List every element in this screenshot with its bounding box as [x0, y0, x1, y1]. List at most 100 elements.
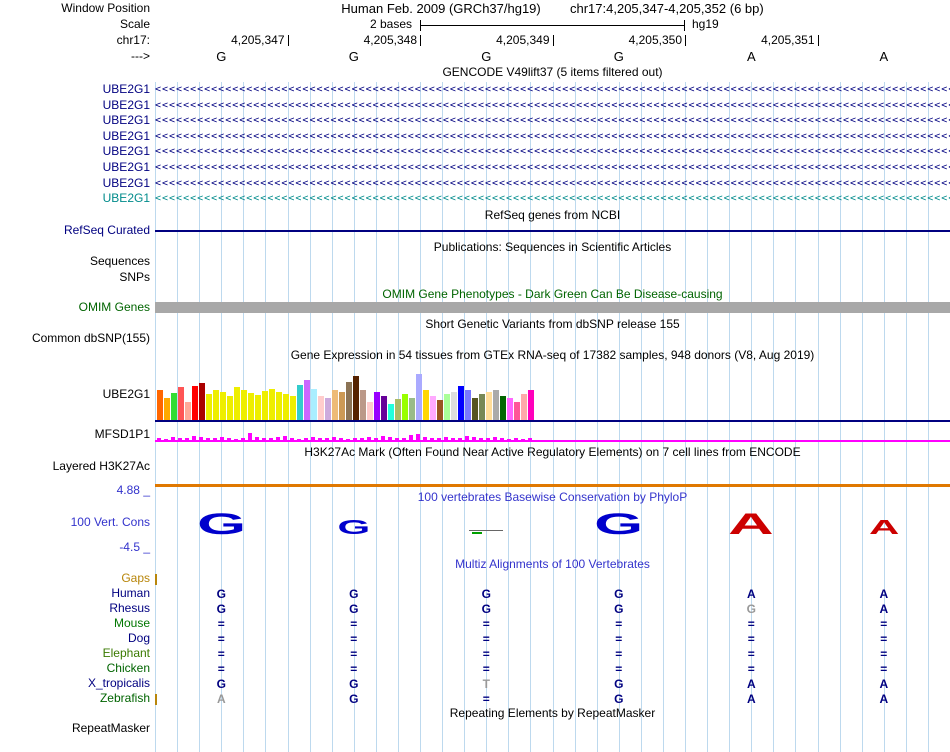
- gtex-bar: [297, 385, 303, 420]
- phylop-letter: A: [839, 518, 929, 538]
- scale-value: 2 bases: [369, 17, 412, 31]
- gencode-transcript-label[interactable]: UBE2G1: [102, 191, 150, 206]
- gencode-transcript-label[interactable]: UBE2G1: [102, 175, 150, 190]
- gridline: [861, 82, 863, 752]
- phylop-letter: G: [176, 508, 266, 541]
- gtex-track-title[interactable]: Gene Expression in 54 tissues from GTEx …: [290, 348, 815, 362]
- mfsd1p1-bar: [220, 437, 224, 440]
- gencode-transcript-row[interactable]: <<<<<<<<<<<<<<<<<<<<<<<<<<<<<<<<<<<<<<<<…: [155, 82, 950, 97]
- phylop-letter-glyph: G: [196, 508, 246, 541]
- gencode-transcript-row[interactable]: <<<<<<<<<<<<<<<<<<<<<<<<<<<<<<<<<<<<<<<<…: [155, 144, 950, 159]
- multiz-alignment-row[interactable]: = = = = = =: [155, 632, 950, 647]
- refseq-curated-label[interactable]: RefSeq Curated: [63, 223, 150, 237]
- multiz-track-title[interactable]: Multiz Alignments of 100 Vertebrates: [455, 557, 650, 571]
- coordinate-label: 4,205,351: [761, 33, 815, 47]
- mfsd1p1-bar: [381, 436, 385, 440]
- gtex-bar: [269, 389, 275, 420]
- gencode-transcript-row[interactable]: <<<<<<<<<<<<<<<<<<<<<<<<<<<<<<<<<<<<<<<<…: [155, 129, 950, 144]
- species-label-x_tropicalis[interactable]: X_tropicalis: [87, 676, 150, 690]
- gaps-label[interactable]: Gaps: [121, 571, 150, 585]
- window-position-label: Window Position: [61, 1, 150, 15]
- gencode-transcript-row[interactable]: <<<<<<<<<<<<<<<<<<<<<<<<<<<<<<<<<<<<<<<<…: [155, 191, 950, 206]
- phylop-track-title[interactable]: 100 vertebrates Basewise Conservation by…: [417, 490, 688, 504]
- mfsd1p1-bar: [276, 437, 280, 440]
- omim-genes-track[interactable]: [155, 302, 950, 313]
- mfsd1p1-label[interactable]: MFSD1P1: [94, 427, 150, 441]
- species-label-human[interactable]: Human: [111, 586, 150, 600]
- refseq-track-title[interactable]: RefSeq genes from NCBI: [484, 208, 621, 222]
- dbsnp-track-title[interactable]: Short Genetic Variants from dbSNP releas…: [425, 317, 680, 331]
- sequences-label[interactable]: Sequences: [89, 254, 150, 268]
- gtex-bar: [220, 392, 226, 420]
- multiz-alignment-row[interactable]: = = = = = =: [155, 647, 950, 662]
- mfsd1p1-bar: [304, 438, 308, 440]
- mfsd1p1-bar: [353, 438, 357, 440]
- gencode-transcript-row[interactable]: <<<<<<<<<<<<<<<<<<<<<<<<<<<<<<<<<<<<<<<<…: [155, 113, 950, 128]
- phylop-letter: G: [309, 518, 399, 538]
- species-label-zebrafish[interactable]: Zebrafish: [99, 691, 150, 705]
- alignment-base: =: [615, 662, 623, 676]
- species-label-dog[interactable]: Dog: [127, 631, 150, 645]
- gencode-transcript-label[interactable]: UBE2G1: [102, 97, 150, 112]
- scale-genome: hg19: [692, 17, 719, 31]
- alignment-base: =: [880, 617, 888, 631]
- gridline: [883, 82, 885, 752]
- gencode-transcript-label[interactable]: UBE2G1: [102, 82, 150, 96]
- species-label-elephant[interactable]: Elephant: [102, 646, 150, 660]
- gaps-tick: [155, 574, 157, 585]
- gencode-transcript-row[interactable]: <<<<<<<<<<<<<<<<<<<<<<<<<<<<<<<<<<<<<<<<…: [155, 160, 950, 175]
- gencode-transcript-row[interactable]: <<<<<<<<<<<<<<<<<<<<<<<<<<<<<<<<<<<<<<<<…: [155, 98, 950, 113]
- repeatmasker-track-title[interactable]: Repeating Elements by RepeatMasker: [449, 706, 656, 720]
- phylop-low-score-mark: [469, 530, 504, 531]
- alignment-base: =: [482, 662, 490, 676]
- coordinate-label: 4,205,349: [496, 33, 550, 47]
- multiz-alignment-row[interactable]: = = = = = =: [155, 662, 950, 677]
- mfsd1p1-bar: [185, 438, 189, 440]
- species-label-rhesus[interactable]: Rhesus: [109, 601, 150, 615]
- alignment-base: G: [349, 587, 359, 601]
- gridline: [177, 82, 179, 752]
- ruler-base: A: [746, 49, 756, 64]
- gtex-gene-label[interactable]: UBE2G1: [102, 387, 150, 401]
- transcript-arrows-left-icon: <<<<<<<<<<<<<<<<<<<<<<<<<<<<<<<<<<<<<<<<…: [155, 130, 950, 142]
- gtex-bar: [339, 392, 345, 420]
- snps-label[interactable]: SNPs: [119, 270, 150, 284]
- repeatmasker-label[interactable]: RepeatMasker: [71, 721, 150, 735]
- gencode-transcript-label[interactable]: UBE2G1: [102, 160, 150, 174]
- h3k27ac-track-title[interactable]: H3K27Ac Mark (Often Found Near Active Re…: [304, 445, 801, 459]
- mfsd1p1-bar: [416, 434, 420, 440]
- layered-h3k27ac-label[interactable]: Layered H3K27Ac: [52, 459, 150, 473]
- gencode-transcript-row[interactable]: <<<<<<<<<<<<<<<<<<<<<<<<<<<<<<<<<<<<<<<<…: [155, 176, 950, 191]
- mfsd1p1-bar: [451, 438, 455, 440]
- gtex-bar: [381, 396, 387, 420]
- gtex-baseline: [155, 420, 950, 422]
- gencode-transcript-label[interactable]: UBE2G1: [102, 113, 150, 128]
- phylop-track-label[interactable]: 100 Vert. Cons: [70, 515, 150, 529]
- gtex-expression-chart[interactable]: [155, 370, 950, 420]
- gencode-transcript-label[interactable]: UBE2G1: [102, 144, 150, 159]
- mfsd1p1-bar: [423, 437, 427, 440]
- species-label-mouse[interactable]: Mouse: [113, 616, 150, 630]
- refseq-curated-track[interactable]: [155, 230, 950, 232]
- common-dbsnp-label[interactable]: Common dbSNP(155): [31, 331, 150, 345]
- species-label-chicken[interactable]: Chicken: [106, 661, 150, 675]
- mfsd1p1-chart[interactable]: [155, 433, 950, 440]
- gtex-bar: [346, 382, 352, 420]
- multiz-alignment-row[interactable]: A G = G A A: [155, 692, 950, 707]
- multiz-alignment-row[interactable]: = = = = = =: [155, 617, 950, 632]
- gencode-track-title[interactable]: GENCODE V49lift37 (5 items filtered out): [442, 65, 663, 79]
- publications-track-title[interactable]: Publications: Sequences in Scientific Ar…: [433, 240, 672, 254]
- layered-h3k27ac-track[interactable]: [155, 484, 950, 487]
- omim-track-title[interactable]: OMIM Gene Phenotypes - Dark Green Can Be…: [382, 287, 723, 301]
- gridline: [552, 82, 554, 752]
- zebrafish-gap-tick: [155, 694, 157, 705]
- gtex-bar: [164, 398, 170, 420]
- alignment-base: =: [482, 632, 490, 646]
- gencode-transcript-label[interactable]: UBE2G1: [102, 128, 150, 143]
- omim-genes-label[interactable]: OMIM Genes: [78, 300, 150, 314]
- mfsd1p1-bar: [297, 439, 301, 440]
